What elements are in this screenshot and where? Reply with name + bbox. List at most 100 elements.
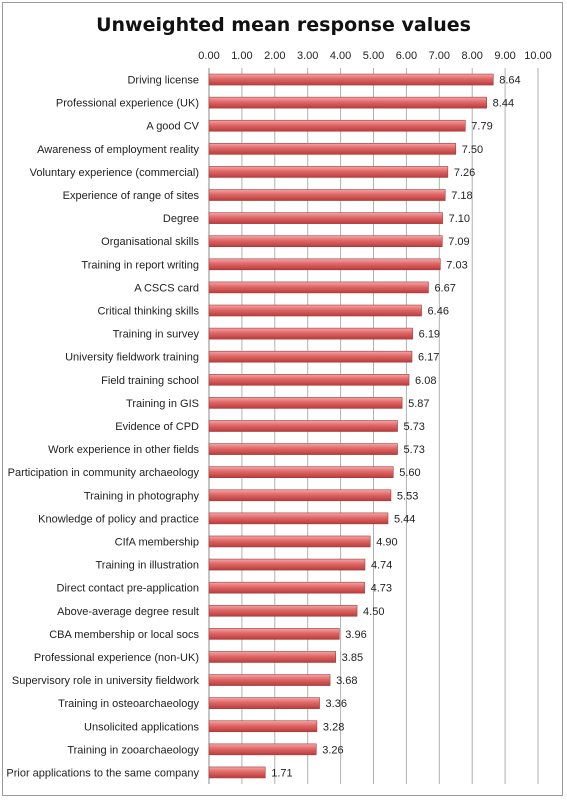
value-label: 6.46	[428, 306, 449, 318]
category-label: Training in GIS	[126, 398, 199, 410]
bar	[208, 374, 410, 386]
category-label: Above-average degree result	[57, 606, 199, 618]
category-label: Field training school	[101, 375, 199, 387]
category-label: A good CV	[146, 121, 199, 133]
x-tick-label: 7.00	[429, 50, 450, 62]
category-label: CBA membership or local socs	[49, 629, 199, 641]
value-label: 5.87	[408, 398, 429, 410]
category-label: Driving license	[127, 75, 199, 87]
x-tick-label: 2.00	[264, 50, 285, 62]
bar	[208, 720, 318, 733]
value-label: 4.74	[371, 560, 392, 572]
bar	[208, 674, 331, 686]
bar	[208, 651, 336, 663]
x-tick-label: 5.00	[363, 50, 384, 62]
bar	[208, 73, 494, 86]
value-label: 3.26	[322, 744, 343, 756]
bar	[208, 558, 366, 571]
bar	[208, 489, 392, 502]
bar	[208, 166, 449, 178]
value-label: 8.44	[493, 98, 514, 110]
value-label: 3.28	[323, 721, 344, 733]
value-label: 7.50	[462, 144, 483, 156]
category-label: Training in report writing	[81, 259, 199, 271]
category-label: Awareness of employment reality	[37, 144, 199, 156]
value-label: 3.85	[342, 652, 363, 664]
category-label: Training in zooarchaeology	[67, 744, 199, 756]
bar	[208, 443, 398, 455]
value-label: 7.26	[454, 167, 475, 179]
bar	[208, 143, 457, 155]
value-label: 4.73	[371, 583, 392, 595]
value-label: 7.79	[471, 121, 492, 133]
bar	[208, 466, 394, 478]
value-label: 4.90	[376, 536, 397, 548]
value-label: 5.44	[394, 513, 415, 525]
value-label: 3.36	[326, 698, 347, 710]
x-tick-label: 8.00	[461, 50, 482, 62]
category-label: Training in survey	[113, 329, 200, 341]
value-label: 3.96	[345, 629, 366, 641]
bar	[208, 96, 487, 109]
category-label: Knowledge of policy and practice	[38, 513, 199, 525]
bar	[208, 235, 443, 248]
category-label: Training in illustration	[95, 560, 199, 572]
category-label: Professional experience (UK)	[56, 98, 199, 110]
x-tick-label: 10.00	[524, 50, 552, 62]
bar	[208, 281, 429, 294]
category-label: Participation in community archaeology	[8, 467, 200, 479]
value-label: 5.73	[404, 444, 425, 456]
value-label: 6.08	[415, 375, 436, 387]
bar	[208, 189, 446, 201]
value-label: 5.60	[399, 467, 420, 479]
bar	[208, 512, 389, 525]
value-label: 6.17	[418, 352, 439, 364]
value-label: 7.18	[451, 190, 472, 202]
value-label: 7.10	[449, 213, 470, 225]
category-label: Prior applications to the same company	[6, 767, 199, 779]
bar	[208, 327, 413, 340]
x-tick-label: 9.00	[494, 50, 515, 62]
bar	[208, 212, 443, 224]
x-tick-label: 0.00	[198, 50, 219, 62]
value-label: 5.73	[404, 421, 425, 433]
category-label: A CSCS card	[134, 282, 199, 294]
category-label: Organisational skills	[101, 236, 199, 248]
category-label: CIfA membership	[115, 536, 199, 548]
category-label: Professional experience (non-UK)	[34, 652, 199, 664]
category-label: Experience of range of sites	[63, 190, 200, 202]
bar	[208, 119, 466, 132]
value-label: 7.09	[448, 236, 469, 248]
value-label: 6.67	[434, 282, 455, 294]
bar	[208, 420, 398, 432]
category-label: Critical thinking skills	[98, 306, 200, 318]
bar	[208, 604, 358, 617]
x-tick-label: 6.00	[396, 50, 417, 62]
category-label: Supervisory role in university fieldwork	[12, 675, 200, 687]
category-label: Evidence of CPD	[115, 421, 199, 433]
bar	[208, 628, 340, 640]
bar	[208, 766, 266, 779]
x-tick-label: 3.00	[297, 50, 318, 62]
bar	[208, 697, 320, 709]
value-label: 6.19	[419, 329, 440, 341]
chart-title: Unweighted mean response values	[96, 14, 471, 36]
category-label: Degree	[163, 213, 199, 225]
category-label: Direct contact pre-application	[57, 583, 199, 595]
category-label: Work experience in other fields	[48, 444, 199, 456]
bar	[208, 581, 365, 594]
bar	[208, 535, 371, 548]
value-label: 5.53	[397, 490, 418, 502]
category-label: Training in osteoarchaeology	[58, 698, 199, 710]
bar	[208, 350, 413, 363]
x-tick-label: 1.00	[231, 50, 252, 62]
value-label: 7.03	[446, 259, 467, 271]
value-label: 4.50	[363, 606, 384, 618]
bar	[208, 743, 317, 756]
bar	[208, 258, 441, 271]
category-label: University fieldwork training	[65, 352, 199, 364]
category-label: Training in photography	[84, 490, 200, 502]
category-label: Voluntary experience (commercial)	[30, 167, 199, 179]
value-label: 3.68	[336, 675, 357, 687]
